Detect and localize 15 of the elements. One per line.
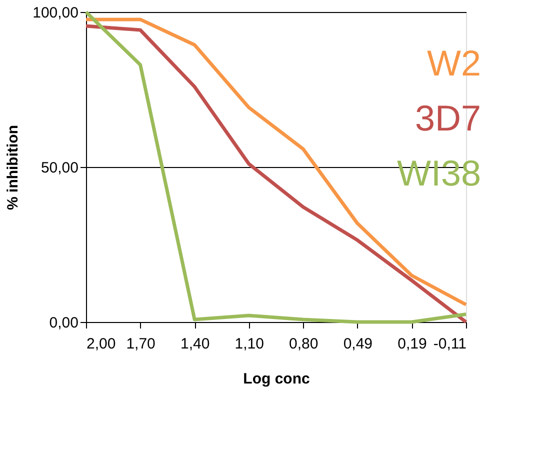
x-tick-label: 0,19 xyxy=(398,336,427,352)
text: 3D7 xyxy=(414,98,481,138)
x-tick-label: 1,70 xyxy=(126,336,156,352)
x-tick-label: -0,11 xyxy=(433,336,466,352)
y-tick-label: 100,00 xyxy=(32,4,78,22)
x-tick-label: 0,49 xyxy=(343,336,373,352)
text: W2 xyxy=(427,42,481,84)
x-axis-title: Log conc xyxy=(243,370,310,388)
y-axis-title: % inhibition xyxy=(4,125,22,210)
y-tick-label: 50,00 xyxy=(40,160,78,176)
x-tick-label: 1,10 xyxy=(234,336,264,352)
y-tick-label: 0,00 xyxy=(49,314,78,332)
x-tick-label: 0,80 xyxy=(289,336,318,352)
x-tick-label: 1,40 xyxy=(180,336,210,352)
x-tick-label: 2,00 xyxy=(86,336,116,352)
